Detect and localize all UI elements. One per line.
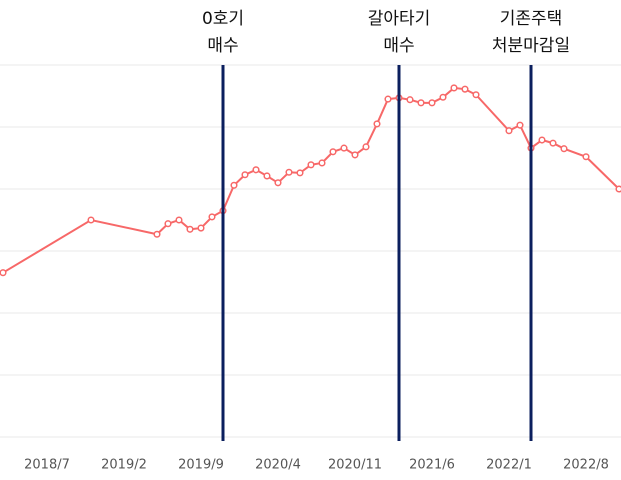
data-point [439, 93, 447, 101]
data-point [362, 143, 370, 151]
data-point [417, 99, 425, 107]
data-point [329, 148, 337, 156]
data-point [373, 120, 381, 128]
x-tick-label: 2018/7 [24, 458, 70, 473]
x-tick-label: 2021/6 [409, 458, 455, 473]
annotation-label: 매수 [383, 36, 414, 56]
data-point [208, 213, 216, 221]
annotation-label: 갈아타기 [368, 9, 431, 29]
data-point [274, 179, 282, 187]
data-point [153, 230, 161, 238]
data-point [450, 84, 458, 92]
x-tick-label: 2020/11 [328, 458, 382, 473]
data-point [516, 121, 524, 129]
data-point [307, 161, 315, 169]
annotation-label: 0호기 [202, 9, 244, 29]
x-tick-label: 2022/8 [563, 458, 609, 473]
x-tick-label: 2019/2 [101, 458, 147, 473]
data-point [0, 269, 7, 277]
data-point [582, 153, 590, 161]
data-point [472, 91, 480, 99]
data-point [428, 99, 436, 107]
data-point [197, 224, 205, 232]
data-point [285, 168, 293, 176]
data-point [351, 151, 359, 159]
data-point [560, 145, 568, 153]
data-point [505, 127, 513, 135]
data-point [164, 220, 172, 228]
data-line [2, 86, 620, 274]
data-point [230, 181, 238, 189]
x-tick-label: 2019/9 [178, 458, 224, 473]
data-point [461, 85, 469, 93]
data-point [549, 139, 557, 147]
x-tick-label: 2020/4 [255, 458, 301, 473]
data-point [615, 185, 621, 193]
data-point [175, 216, 183, 224]
data-point [263, 172, 271, 180]
annotation-label: 기존주택 [500, 9, 563, 29]
data-point [384, 95, 392, 103]
data-point [186, 225, 194, 233]
data-point [318, 159, 326, 167]
data-point [241, 171, 249, 179]
data-point [406, 96, 414, 104]
annotation-label: 매수 [207, 36, 238, 56]
data-point [87, 216, 95, 224]
annotation-label: 처분마감일 [492, 36, 570, 56]
data-point [296, 169, 304, 177]
data-point [538, 136, 546, 144]
data-point [252, 166, 260, 174]
x-tick-label: 2022/1 [486, 458, 532, 473]
data-point [340, 144, 348, 152]
